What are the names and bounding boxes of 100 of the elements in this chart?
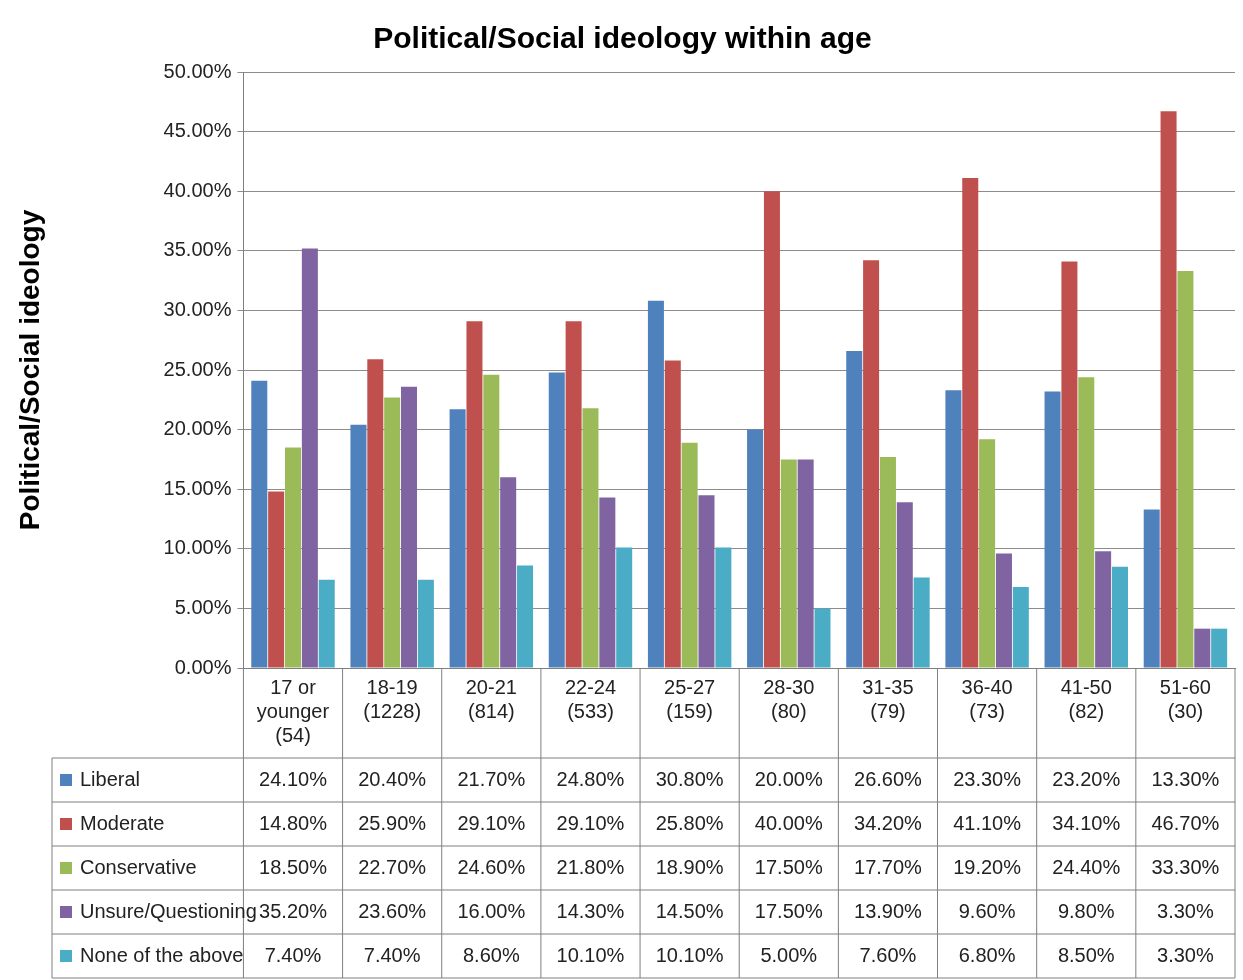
data-label: 46.70% bbox=[1151, 811, 1220, 834]
data-label: 30.80% bbox=[655, 767, 724, 790]
bar bbox=[979, 439, 996, 668]
x-tick-label: 18-19 (1228) bbox=[363, 675, 422, 722]
legend-label: Liberal bbox=[80, 767, 141, 790]
bar bbox=[401, 386, 418, 668]
bar bbox=[1211, 628, 1228, 668]
data-label: 8.60% bbox=[462, 943, 520, 966]
bar bbox=[616, 547, 633, 668]
x-tick-label: 28-30 (80) bbox=[763, 675, 815, 722]
data-label: 18.90% bbox=[655, 855, 724, 878]
bar bbox=[599, 497, 616, 668]
bar bbox=[846, 350, 863, 668]
bar bbox=[268, 491, 285, 668]
data-label: 7.60% bbox=[859, 943, 917, 966]
bar bbox=[1160, 111, 1177, 668]
bar bbox=[896, 502, 913, 668]
bar bbox=[417, 579, 434, 668]
legend-label: Unsure/Questioning bbox=[80, 899, 257, 922]
data-label: 24.80% bbox=[556, 767, 625, 790]
data-label: 14.50% bbox=[655, 899, 724, 922]
data-label: 14.80% bbox=[259, 811, 328, 834]
data-label: 29.10% bbox=[457, 811, 526, 834]
data-label: 19.20% bbox=[953, 855, 1022, 878]
data-label: 13.30% bbox=[1151, 767, 1220, 790]
bar bbox=[681, 442, 698, 668]
bar bbox=[797, 459, 814, 668]
bar bbox=[483, 374, 500, 668]
bar bbox=[1012, 586, 1029, 668]
x-tick-label: 31-35 (79) bbox=[862, 675, 914, 722]
data-label: 24.60% bbox=[457, 855, 526, 878]
data-label: 35.20% bbox=[259, 899, 328, 922]
bar bbox=[780, 459, 797, 668]
legend-label: Conservative bbox=[80, 855, 197, 878]
data-label: 5.00% bbox=[760, 943, 818, 966]
data-label: 9.60% bbox=[958, 899, 1016, 922]
y-tick-label: 40.00% bbox=[163, 178, 232, 201]
data-label: 33.30% bbox=[1151, 855, 1220, 878]
x-tick-label: 22-24 (533) bbox=[564, 675, 617, 722]
bar bbox=[251, 380, 268, 668]
bar bbox=[285, 447, 302, 668]
data-label: 18.50% bbox=[259, 855, 328, 878]
y-tick-label: 20.00% bbox=[163, 417, 232, 440]
bar bbox=[1078, 377, 1095, 668]
data-label: 25.80% bbox=[655, 811, 724, 834]
bar bbox=[913, 577, 930, 668]
y-tick-label: 30.00% bbox=[163, 297, 232, 320]
bar bbox=[548, 372, 565, 668]
bar bbox=[565, 321, 582, 668]
bar bbox=[863, 260, 880, 668]
y-tick-label: 0.00% bbox=[174, 655, 232, 678]
bar bbox=[1111, 566, 1128, 668]
data-label: 22.70% bbox=[358, 855, 427, 878]
data-label: 10.10% bbox=[556, 943, 625, 966]
chart-title: Political/Social ideology within age bbox=[373, 21, 872, 55]
bar bbox=[747, 429, 764, 668]
data-label: 3.30% bbox=[1157, 943, 1214, 966]
y-axis-title: Political/Social ideology bbox=[13, 209, 45, 531]
data-label: 21.80% bbox=[556, 855, 625, 878]
bar bbox=[1177, 271, 1194, 668]
y-tick-label: 15.00% bbox=[163, 476, 232, 499]
bar bbox=[301, 248, 318, 668]
bar bbox=[517, 565, 534, 668]
data-label: 20.40% bbox=[358, 767, 427, 790]
y-tick-label: 45.00% bbox=[163, 119, 232, 142]
bar bbox=[1044, 391, 1061, 668]
data-label: 17.50% bbox=[754, 899, 823, 922]
bar bbox=[814, 608, 831, 668]
bar bbox=[698, 495, 715, 668]
y-tick-label: 10.00% bbox=[163, 536, 232, 559]
data-label: 23.20% bbox=[1052, 767, 1121, 790]
bar bbox=[466, 321, 483, 668]
x-tick-label: 36-40 (73) bbox=[961, 675, 1013, 722]
data-label: 40.00% bbox=[754, 811, 823, 834]
data-label: 25.90% bbox=[358, 811, 427, 834]
data-label: 23.60% bbox=[358, 899, 427, 922]
data-label: 13.90% bbox=[854, 899, 923, 922]
bar bbox=[384, 397, 401, 668]
x-tick-label: 25-27 (159) bbox=[664, 675, 716, 722]
data-label: 9.80% bbox=[1057, 899, 1115, 922]
data-label: 14.30% bbox=[556, 899, 625, 922]
data-label: 29.10% bbox=[556, 811, 625, 834]
x-tick-label: 20-21 (814) bbox=[465, 675, 517, 722]
data-label: 17.50% bbox=[754, 855, 823, 878]
bar bbox=[1095, 551, 1112, 668]
data-label: 34.20% bbox=[854, 811, 923, 834]
data-label: 23.30% bbox=[953, 767, 1022, 790]
y-tick-label: 50.00% bbox=[163, 59, 232, 82]
bar bbox=[367, 359, 384, 668]
data-label: 20.00% bbox=[754, 767, 823, 790]
bar bbox=[945, 390, 962, 668]
bar bbox=[582, 408, 599, 668]
data-label: 10.10% bbox=[655, 943, 724, 966]
data-label: 24.40% bbox=[1052, 855, 1121, 878]
x-tick-label: 41-50 (82) bbox=[1060, 675, 1112, 722]
data-label: 7.40% bbox=[363, 943, 421, 966]
bar bbox=[500, 477, 517, 668]
bar bbox=[995, 553, 1012, 668]
data-label: 41.10% bbox=[953, 811, 1022, 834]
y-tick-label: 25.00% bbox=[163, 357, 232, 380]
